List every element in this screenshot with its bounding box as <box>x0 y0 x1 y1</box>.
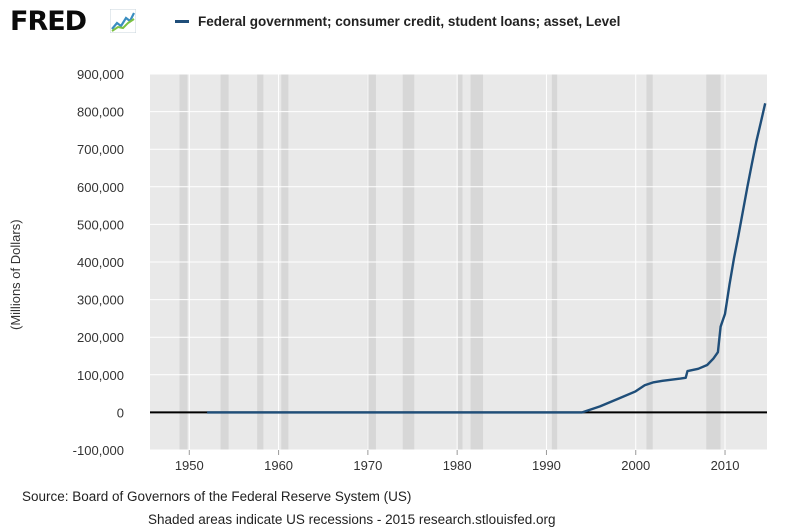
y-tick-label: 300,000 <box>77 293 124 308</box>
y-axis-ticks: -100,000 0 100,000 200,000 300,000 400,000 500… <box>73 67 124 458</box>
y-tick-label: 400,000 <box>77 255 124 270</box>
x-tick-label: 1950 <box>175 458 204 473</box>
x-tick-label: 1990 <box>532 458 561 473</box>
legend-swatch <box>175 20 189 23</box>
chart-header: FRED Federal government; consumer credit… <box>0 0 800 50</box>
fred-logo: FRED <box>10 6 87 37</box>
gridlines <box>150 73 767 451</box>
recession-note: Shaded areas indicate US recessions - 20… <box>148 512 556 527</box>
x-axis-ticks: 1950 1960 1970 1980 1990 2000 2010 <box>175 450 740 473</box>
series-line <box>207 103 767 414</box>
y-tick-label: 200,000 <box>77 330 124 345</box>
source-note: Source: Board of Governors of the Federa… <box>22 489 412 504</box>
y-tick-label: 700,000 <box>77 142 124 157</box>
x-tick-label: 1960 <box>264 458 293 473</box>
y-tick-label: 500,000 <box>77 217 124 232</box>
x-tick-label: 2000 <box>621 458 650 473</box>
legend: Federal government; consumer credit, stu… <box>175 14 620 29</box>
x-tick-label: 2010 <box>711 458 740 473</box>
legend-series-label: Federal government; consumer credit, stu… <box>198 14 621 29</box>
y-tick-label: 0 <box>117 405 124 420</box>
x-tick-label: 1970 <box>353 458 382 473</box>
y-tick-label: -100,000 <box>73 443 124 458</box>
y-tick-label: 600,000 <box>77 180 124 195</box>
y-tick-label: 900,000 <box>77 67 124 82</box>
fred-graph-icon <box>110 9 136 33</box>
x-tick-label: 1980 <box>443 458 472 473</box>
y-tick-label: 800,000 <box>77 105 124 120</box>
y-tick-label: 100,000 <box>77 368 124 383</box>
